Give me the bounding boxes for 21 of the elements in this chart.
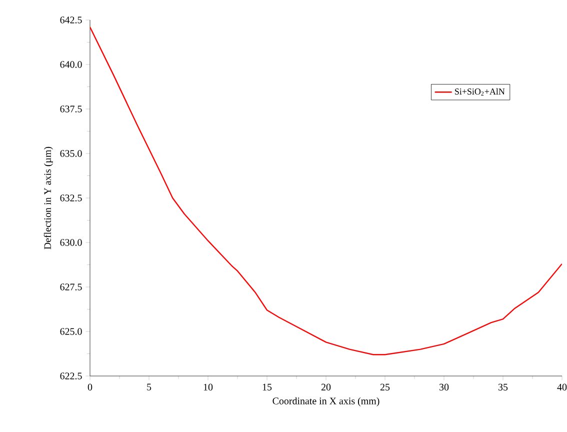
y-tick-label: 637.5 [60,106,82,112]
x-tick-label: 5 [147,384,152,390]
x-tick-label: 0 [88,384,92,390]
x-tick-label: 40 [557,384,567,390]
legend-label: Si+SiO$_{2}$+AlN [455,88,505,96]
y-tick-label: 630.0 [60,239,82,246]
y-tick-label: 635.0 [60,150,82,157]
x-tick-label: 30 [440,384,449,390]
x-tick-label: 25 [380,384,390,390]
x-tick-label: 10 [204,384,213,390]
y-axis-title: Deflection in Y axis (µm) [44,146,53,250]
y-tick-label: 622.5 [60,372,82,380]
y-tick-label: 627.5 [60,284,82,290]
y-tick-label: 642.5 [60,16,82,24]
x-tick-label: 20 [321,384,331,390]
x-tick-label: 35 [498,384,508,390]
y-tick-label: 640.0 [60,61,82,68]
x-axis-title: Coordinate in X axis (mm) [272,397,380,406]
x-tick-label: 15 [262,384,272,390]
y-tick-label: 632.5 [60,194,82,202]
y-tick-label: 625.0 [60,328,82,335]
